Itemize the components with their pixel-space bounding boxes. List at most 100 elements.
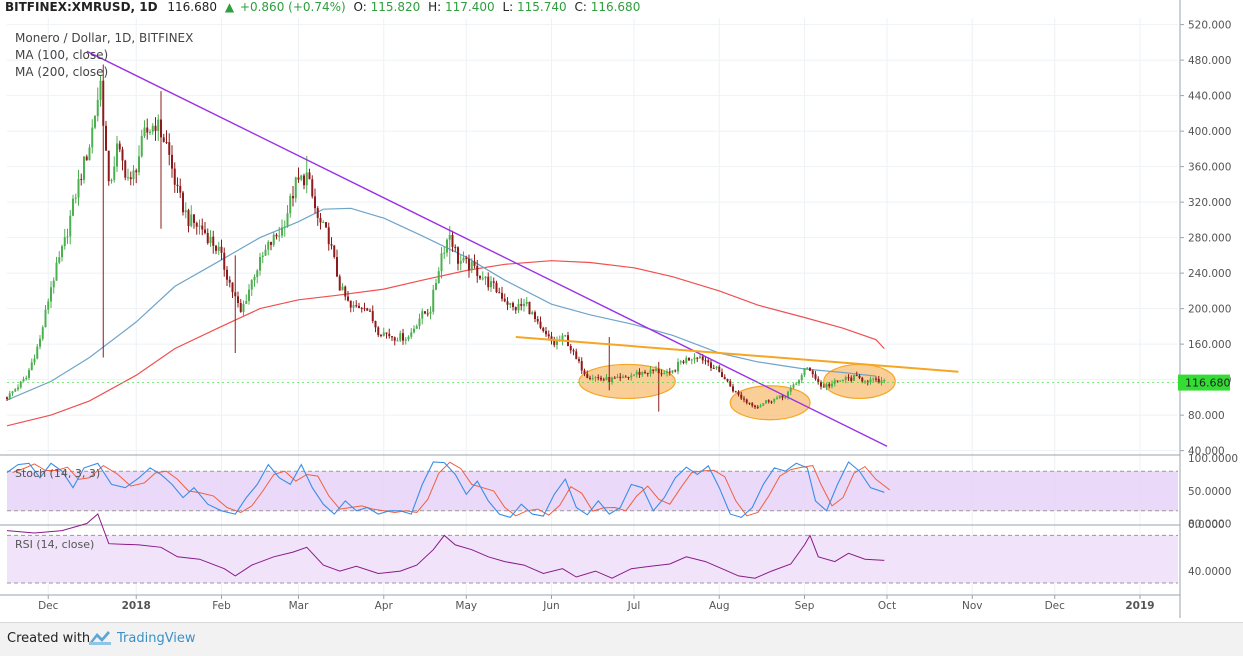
candle-body	[300, 175, 303, 180]
candle-body	[151, 125, 154, 132]
candle-body	[435, 282, 437, 290]
candle-body	[385, 332, 388, 334]
candle-body	[96, 99, 99, 117]
candle-body	[853, 375, 855, 381]
candle-body	[402, 333, 404, 341]
candle-body	[638, 371, 641, 375]
candle-body	[278, 235, 281, 237]
candle-body	[50, 287, 52, 302]
candle-body	[839, 380, 842, 382]
candle-body	[751, 403, 754, 406]
high-value: 117.400	[445, 0, 495, 14]
candle-body	[465, 257, 468, 259]
candle-body	[611, 377, 613, 382]
candle-body	[517, 303, 520, 311]
candle-body	[267, 241, 270, 250]
candle-body	[173, 168, 176, 185]
candle-body	[641, 372, 644, 375]
candle-body	[652, 369, 655, 371]
candle-body	[217, 246, 220, 251]
candle-body	[704, 360, 707, 362]
price-tick-label: 520.000	[1188, 20, 1231, 32]
stoch-label[interactable]: Stoch (14, 3, 3)	[15, 467, 100, 480]
candle-body	[545, 330, 547, 335]
candle-body	[514, 307, 517, 311]
candle-body	[825, 384, 828, 388]
candle-body	[534, 312, 536, 319]
candle-body	[836, 380, 839, 382]
rsi-panel	[6, 513, 1178, 584]
candle-body	[646, 372, 649, 374]
candle-body	[855, 375, 858, 377]
candle-body	[701, 356, 704, 361]
moving-averages	[6, 207, 885, 427]
candle-body	[649, 369, 652, 374]
candle-body	[77, 178, 80, 198]
candle-body	[165, 141, 168, 143]
candle-body	[677, 361, 679, 372]
candle-body	[369, 310, 371, 312]
legend-title[interactable]: Monero / Dollar, 1D, BITFINEX	[15, 31, 193, 45]
candle-body	[333, 245, 336, 257]
candle-body	[655, 369, 657, 371]
candle-body	[811, 370, 814, 375]
candle-body	[311, 179, 314, 197]
tradingview-logo-icon[interactable]	[88, 629, 112, 647]
legend-ma200[interactable]: MA (200, close)	[15, 65, 108, 79]
close-value: 116.680	[591, 0, 641, 14]
candle-body	[242, 303, 245, 312]
candle-body	[195, 222, 198, 227]
candle-body	[710, 362, 712, 368]
candle-body	[415, 326, 418, 329]
candle-body	[344, 286, 347, 297]
candle-body	[283, 226, 286, 228]
candle-body	[352, 305, 355, 308]
resistance-line	[515, 336, 959, 373]
candle-body	[116, 143, 118, 167]
candle-body	[847, 377, 850, 379]
candle-body	[176, 184, 179, 187]
candle-body	[80, 178, 83, 180]
candle-body	[187, 210, 190, 227]
candle-body	[462, 257, 465, 261]
candle-body	[360, 307, 363, 309]
candle-body	[47, 301, 50, 310]
candle-body	[264, 249, 267, 256]
candle-body	[866, 381, 869, 383]
candle-body	[231, 282, 234, 293]
candle-body	[473, 261, 476, 266]
candle-body	[872, 378, 875, 380]
open-label: O:	[354, 0, 367, 14]
tradingview-link[interactable]: TradingView	[117, 631, 196, 646]
candle-body	[239, 302, 242, 312]
candle-body	[429, 311, 432, 314]
candle-body	[220, 246, 223, 253]
candle-body	[454, 246, 457, 248]
candle-body	[723, 377, 726, 380]
high-label: H:	[428, 0, 441, 14]
legend-ma100[interactable]: MA (100, close)	[15, 48, 108, 62]
price-chart[interactable]: 520.000 480.000 440.000 400.000 360.000 320.0…	[0, 0, 1243, 622]
candle-body	[201, 225, 204, 230]
candle-body	[426, 313, 429, 315]
price-tick-label: 320.000	[1188, 197, 1231, 209]
candle-body	[366, 308, 369, 311]
rsi-tick-label: 40.0000	[1188, 566, 1231, 578]
candle-body	[721, 372, 723, 378]
candle-body	[509, 303, 512, 305]
candle-body	[580, 361, 583, 371]
candle-body	[198, 225, 201, 227]
candle-body	[69, 215, 72, 237]
candle-body	[729, 381, 732, 387]
candle-body	[325, 222, 327, 228]
candle-body	[481, 278, 484, 280]
candle-body	[124, 160, 127, 178]
stoch-d-line	[12, 461, 891, 517]
candle-body	[66, 236, 69, 238]
candle-body	[143, 127, 146, 137]
candle-body	[784, 396, 787, 398]
candle-body	[294, 177, 297, 199]
time-tick-label: Aug	[709, 600, 730, 612]
candle-body	[308, 172, 311, 180]
rsi-label[interactable]: RSI (14, close)	[15, 538, 94, 551]
